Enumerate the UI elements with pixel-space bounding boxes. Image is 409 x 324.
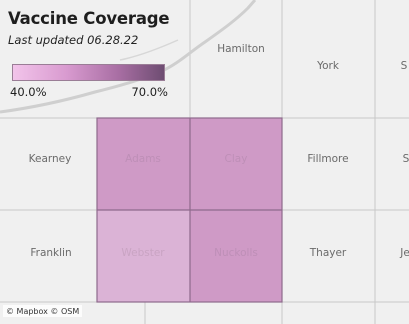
legend-max-label: 70.0%	[131, 85, 168, 99]
county-label-s1: S	[401, 60, 408, 72]
county-label-clay: Clay	[225, 153, 248, 165]
county-label-s2: S	[403, 153, 409, 165]
legend-subtitle: Last updated 06.28.22	[8, 33, 139, 47]
map-attribution[interactable]: © Mapbox © OSM	[3, 305, 83, 317]
legend-labels: 40.0% 70.0%	[10, 85, 168, 99]
county-label-nuckolls: Nuckolls	[214, 247, 258, 259]
highlight-boundaries	[96, 117, 283, 303]
county-label-thayer: Thayer	[309, 247, 347, 259]
county-label-fillmore: Fillmore	[307, 153, 348, 165]
legend-title: Vaccine Coverage	[8, 9, 170, 28]
county-label-adams: Adams	[125, 153, 161, 165]
county-label-je: Je	[399, 247, 409, 259]
county-label-hamilton: Hamilton	[217, 43, 265, 55]
county-label-kearney: Kearney	[29, 153, 72, 165]
legend-color-scale	[12, 64, 165, 81]
county-label-webster: Webster	[121, 247, 165, 259]
county-label-franklin: Franklin	[30, 247, 71, 259]
county-nuckolls[interactable]	[190, 210, 282, 302]
legend-min-label: 40.0%	[10, 85, 47, 99]
county-label-york: York	[316, 60, 340, 72]
county-adams[interactable]	[97, 118, 190, 210]
legend: Vaccine Coverage Last updated 06.28.22 4…	[8, 8, 173, 99]
county-labels: Hamilton York S Kearney Adams Clay Fillm…	[29, 43, 409, 259]
county-webster[interactable]	[97, 210, 190, 302]
county-clay[interactable]	[190, 118, 282, 210]
